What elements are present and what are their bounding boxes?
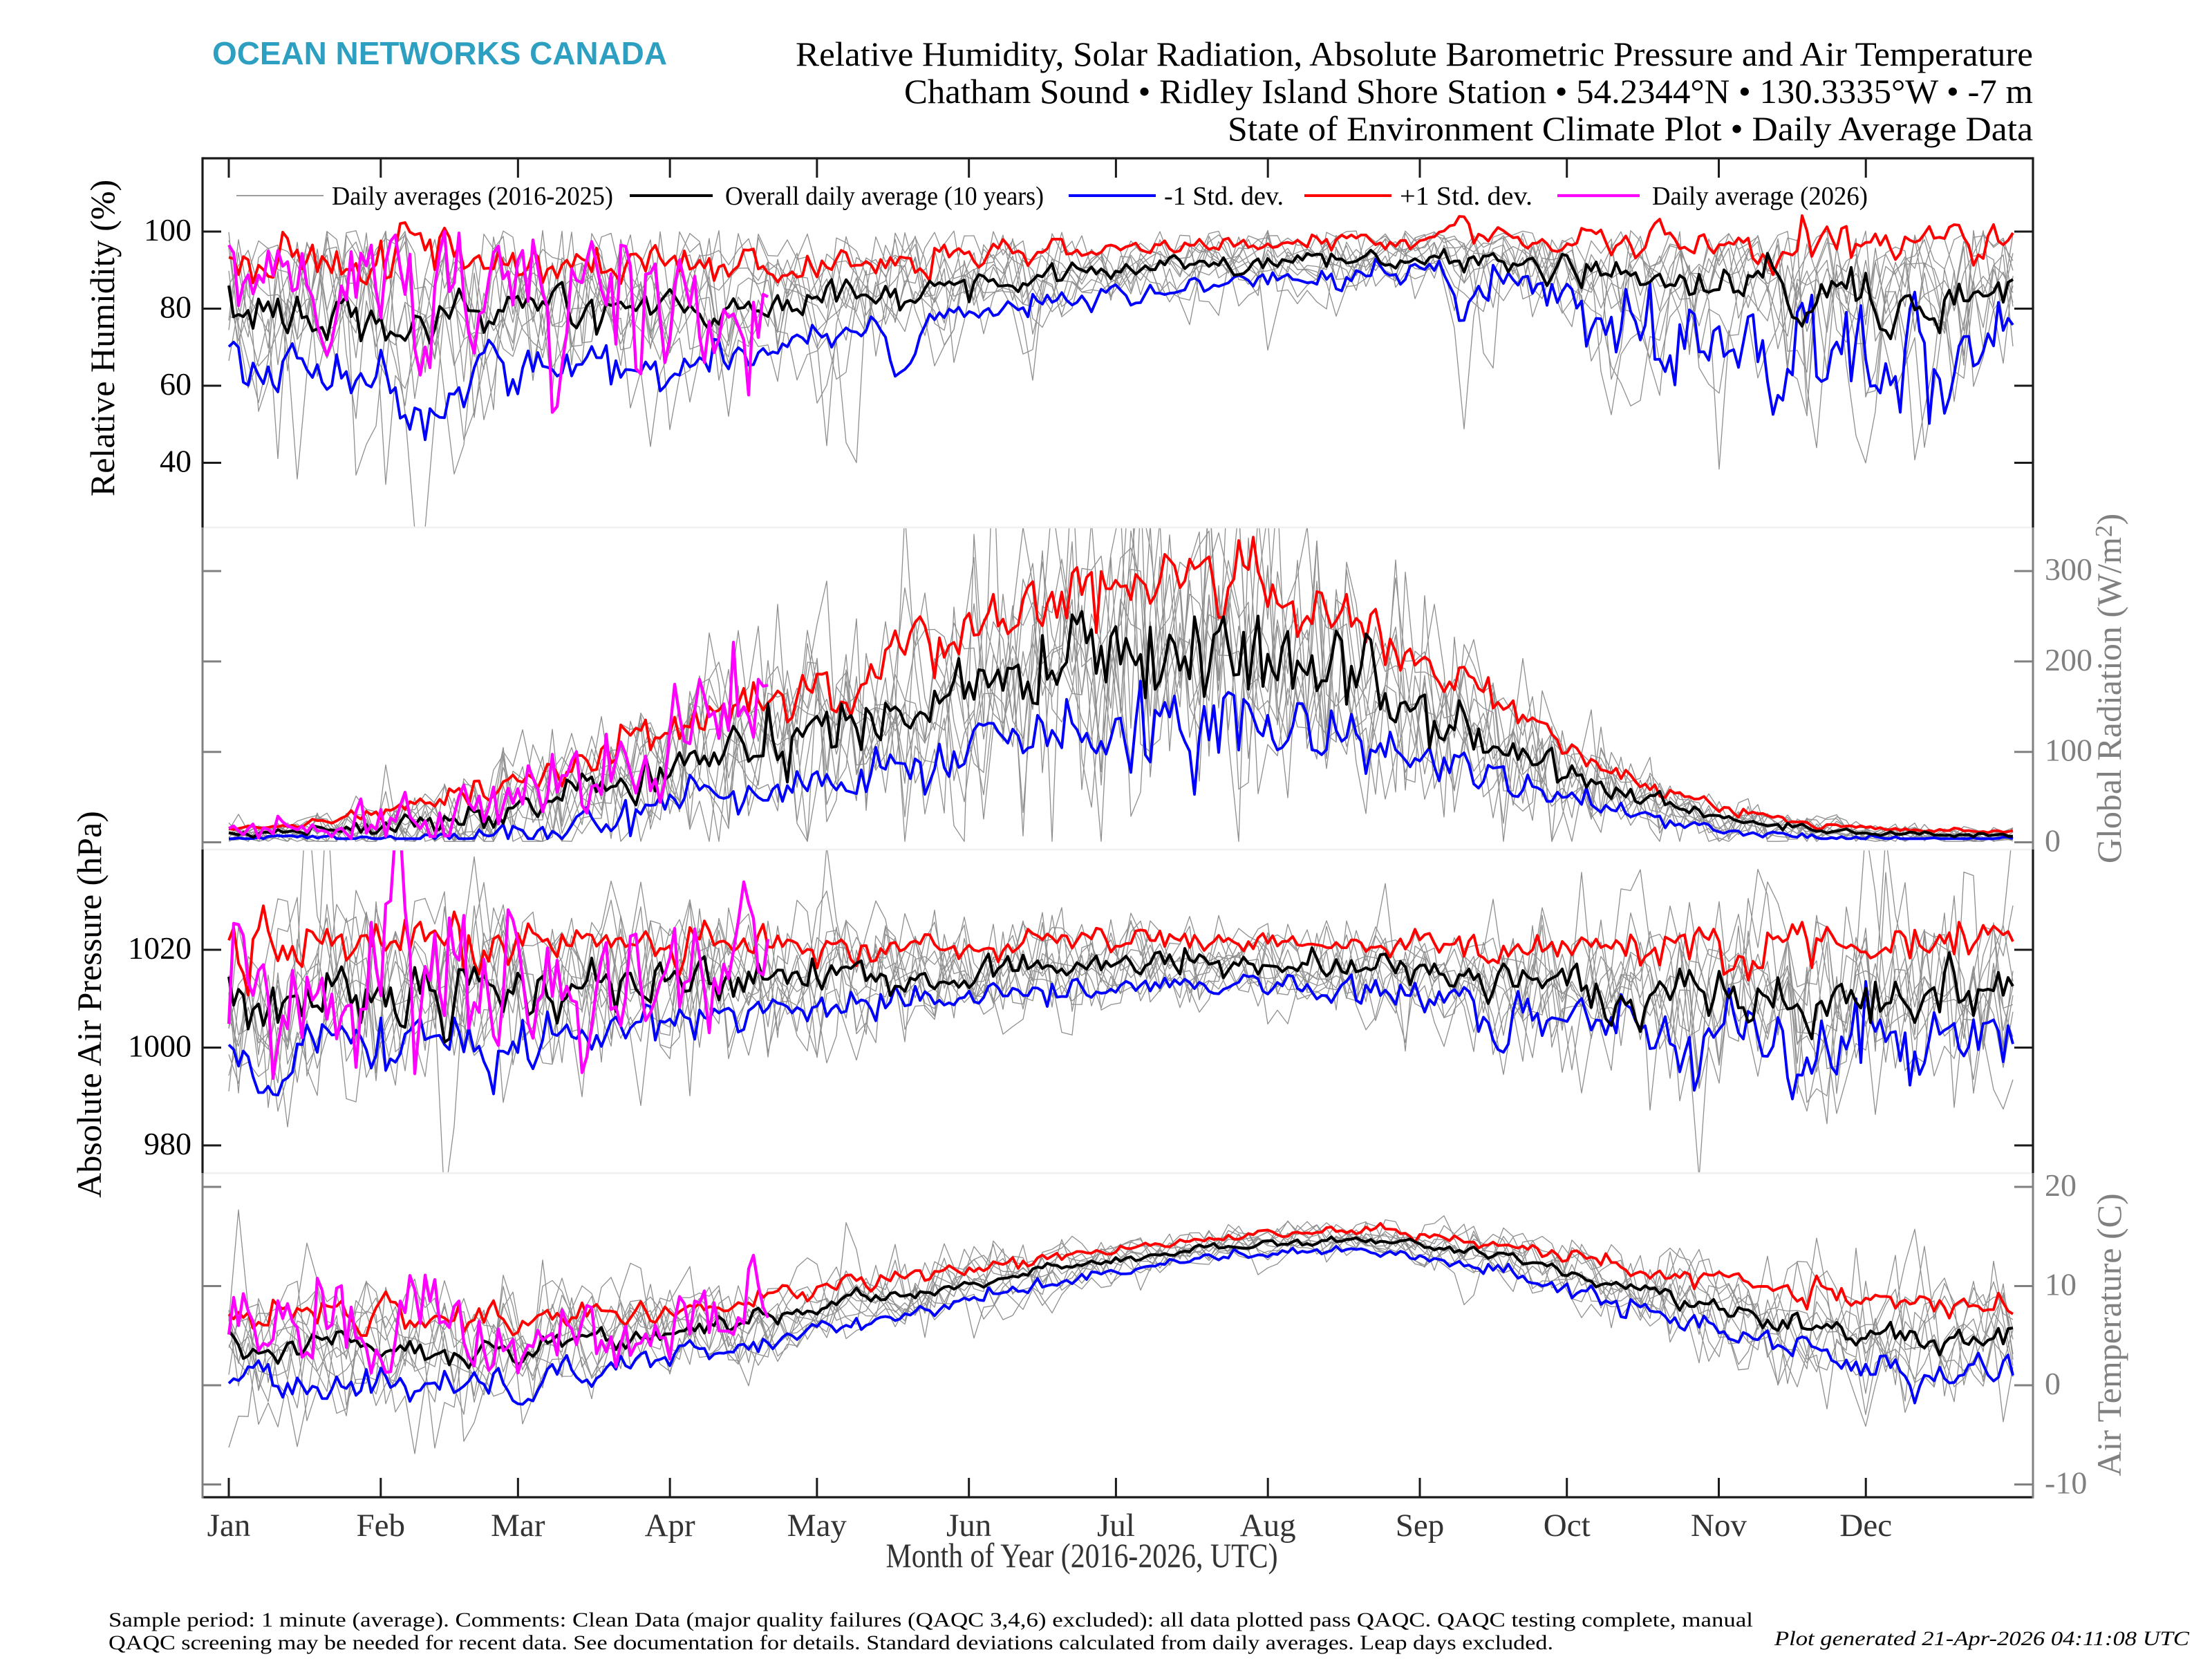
svg-text:Oct: Oct (1544, 1508, 1591, 1544)
svg-text:+1 Std. dev.: +1 Std. dev. (1400, 182, 1533, 211)
svg-text:Jul: Jul (1097, 1508, 1135, 1544)
svg-text:Plot generated 21-Apr-2026 04:: Plot generated 21-Apr-2026 04:11:08 UTC (1774, 1627, 2190, 1650)
svg-text:Daily averages (2016-2025): Daily averages (2016-2025) (332, 182, 613, 211)
svg-text:300: 300 (2045, 552, 2092, 587)
svg-text:Chatham Sound • Ridley Island: Chatham Sound • Ridley Island Shore Stat… (904, 72, 2033, 111)
svg-text:-1 Std. dev.: -1 Std. dev. (1164, 182, 1284, 211)
svg-text:20: 20 (2045, 1168, 2077, 1203)
svg-text:0: 0 (2045, 823, 2061, 859)
svg-text:Dec: Dec (1839, 1508, 1892, 1544)
svg-text:Relative Humidity, Solar Radia: Relative Humidity, Solar Radiation, Abso… (796, 35, 2033, 73)
svg-text:May: May (787, 1508, 847, 1544)
svg-text:Relative Humidity (%): Relative Humidity (%) (83, 180, 122, 496)
svg-text:60: 60 (160, 366, 191, 402)
svg-text:Apr: Apr (645, 1508, 695, 1544)
svg-text:Mar: Mar (491, 1508, 545, 1544)
svg-text:-10: -10 (2045, 1465, 2087, 1501)
svg-text:980: 980 (144, 1126, 191, 1161)
svg-text:Daily average (2026): Daily average (2026) (1652, 182, 1868, 211)
svg-text:Feb: Feb (357, 1508, 406, 1544)
svg-text:OCEAN NETWORKS CANADA: OCEAN NETWORKS CANADA (212, 35, 667, 71)
svg-text:Jun: Jun (946, 1508, 991, 1544)
svg-text:200: 200 (2045, 642, 2092, 677)
svg-text:Air Temperature (C): Air Temperature (C) (2090, 1193, 2128, 1476)
svg-text:100: 100 (144, 212, 191, 247)
svg-text:Absolute Air Pressure (hPa): Absolute Air Pressure (hPa) (70, 811, 109, 1198)
svg-text:1020: 1020 (128, 930, 191, 966)
svg-text:100: 100 (2045, 733, 2092, 768)
svg-text:10: 10 (2045, 1267, 2077, 1302)
svg-text:QAQC screening may be needed f: QAQC screening may be needed for recent … (109, 1631, 1553, 1654)
svg-text:80: 80 (160, 290, 191, 325)
svg-text:Nov: Nov (1691, 1508, 1747, 1544)
svg-text:Global Radiation (W/m2): Global Radiation (W/m2) (2090, 514, 2128, 863)
svg-text:Aug: Aug (1240, 1508, 1296, 1544)
svg-text:Overall daily average (10 year: Overall daily average (10 years) (725, 182, 1044, 211)
svg-text:State of Environment Climate P: State of Environment Climate Plot • Dail… (1228, 109, 2033, 148)
svg-text:Month of Year (2016-2026, UTC): Month of Year (2016-2026, UTC) (886, 1536, 1278, 1575)
svg-text:1000: 1000 (128, 1029, 191, 1064)
svg-text:Sep: Sep (1396, 1508, 1445, 1544)
svg-text:40: 40 (160, 444, 191, 479)
svg-text:0: 0 (2045, 1366, 2061, 1401)
svg-text:Jan: Jan (207, 1508, 251, 1544)
svg-text:Sample period: 1 minute (avera: Sample period: 1 minute (average). Comme… (109, 1609, 1753, 1631)
